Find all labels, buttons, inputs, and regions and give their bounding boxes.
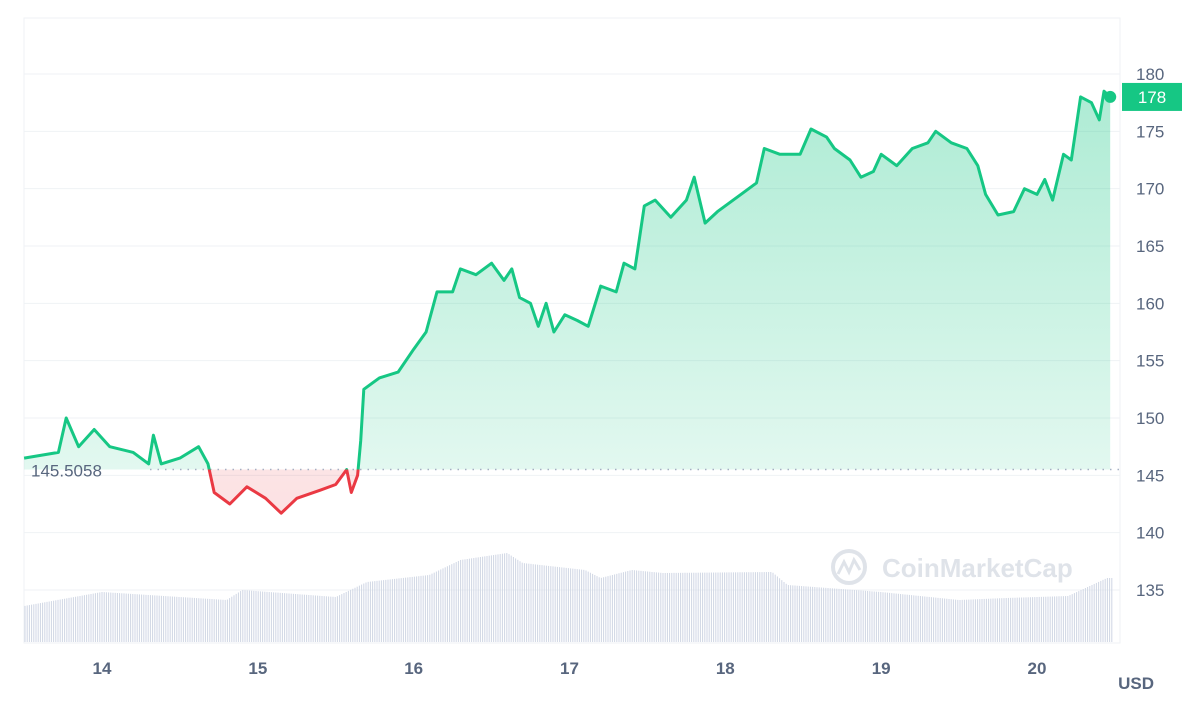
y-tick-label: 150 bbox=[1136, 409, 1164, 428]
price-area-up bbox=[24, 91, 1111, 470]
current-price-label: 178 bbox=[1138, 88, 1166, 107]
coinmarketcap-watermark: CoinMarketCap bbox=[831, 549, 1073, 585]
current-price-badge: 178 bbox=[1122, 82, 1182, 111]
x-tick-label: 17 bbox=[560, 659, 579, 678]
baseline-label: 145.5058 bbox=[31, 462, 102, 481]
x-tick-label: 19 bbox=[872, 659, 891, 678]
y-tick-label: 160 bbox=[1136, 294, 1164, 313]
y-tick-label: 135 bbox=[1136, 581, 1164, 600]
y-tick-label: 170 bbox=[1136, 180, 1164, 199]
x-tick-label: 15 bbox=[248, 659, 267, 678]
x-tick-label: 16 bbox=[404, 659, 423, 678]
currency-label: USD bbox=[1118, 674, 1154, 693]
y-tick-label: 140 bbox=[1136, 524, 1164, 543]
x-tick-label: 14 bbox=[93, 659, 112, 678]
y-tick-label: 175 bbox=[1136, 122, 1164, 141]
price-line-up bbox=[23, 89, 1112, 470]
price-area-down bbox=[24, 469, 1111, 514]
current-price-dot bbox=[1104, 90, 1117, 103]
y-tick-label: 145 bbox=[1136, 466, 1164, 485]
y-tick-label: 165 bbox=[1136, 237, 1164, 256]
price-line-down bbox=[207, 469, 360, 515]
x-tick-label: 18 bbox=[716, 659, 735, 678]
y-tick-label: 155 bbox=[1136, 352, 1164, 371]
y-tick-label: 180 bbox=[1136, 65, 1164, 84]
x-tick-label: 20 bbox=[1028, 659, 1047, 678]
watermark-text: CoinMarketCap bbox=[882, 553, 1073, 583]
